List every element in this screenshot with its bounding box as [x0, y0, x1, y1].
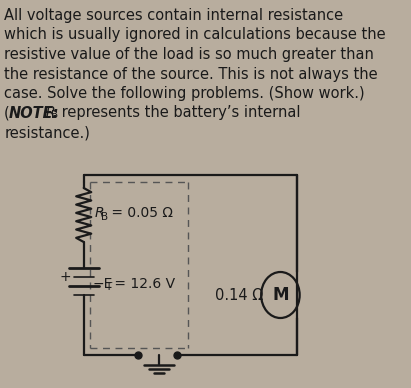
Text: All voltage sources contain internal resistance: All voltage sources contain internal res… — [4, 8, 343, 23]
Text: which is usually ignored in calculations because the: which is usually ignored in calculations… — [4, 28, 386, 43]
Text: = 12.6 V: = 12.6 V — [111, 277, 175, 291]
Text: 0.14 Ω: 0.14 Ω — [215, 288, 263, 303]
Text: B: B — [51, 111, 58, 121]
Text: resistance.): resistance.) — [4, 125, 90, 140]
Text: B: B — [101, 212, 109, 222]
Text: = 0.05 Ω: = 0.05 Ω — [107, 206, 173, 220]
Text: represents the battery’s internal: represents the battery’s internal — [56, 106, 300, 121]
Text: R: R — [41, 106, 55, 121]
Text: case. Solve the following problems. (Show work.): case. Solve the following problems. (Sho… — [4, 86, 365, 101]
Text: +: + — [60, 270, 71, 284]
Text: −E: −E — [92, 277, 113, 291]
Text: R: R — [95, 206, 104, 220]
Text: T: T — [105, 282, 111, 292]
Text: the resistance of the source. This is not always the: the resistance of the source. This is no… — [4, 66, 378, 81]
Text: M: M — [272, 286, 289, 304]
Text: NOTE:: NOTE: — [9, 106, 59, 121]
Text: resistive value of the load is so much greater than: resistive value of the load is so much g… — [4, 47, 374, 62]
Text: (: ( — [4, 106, 10, 121]
